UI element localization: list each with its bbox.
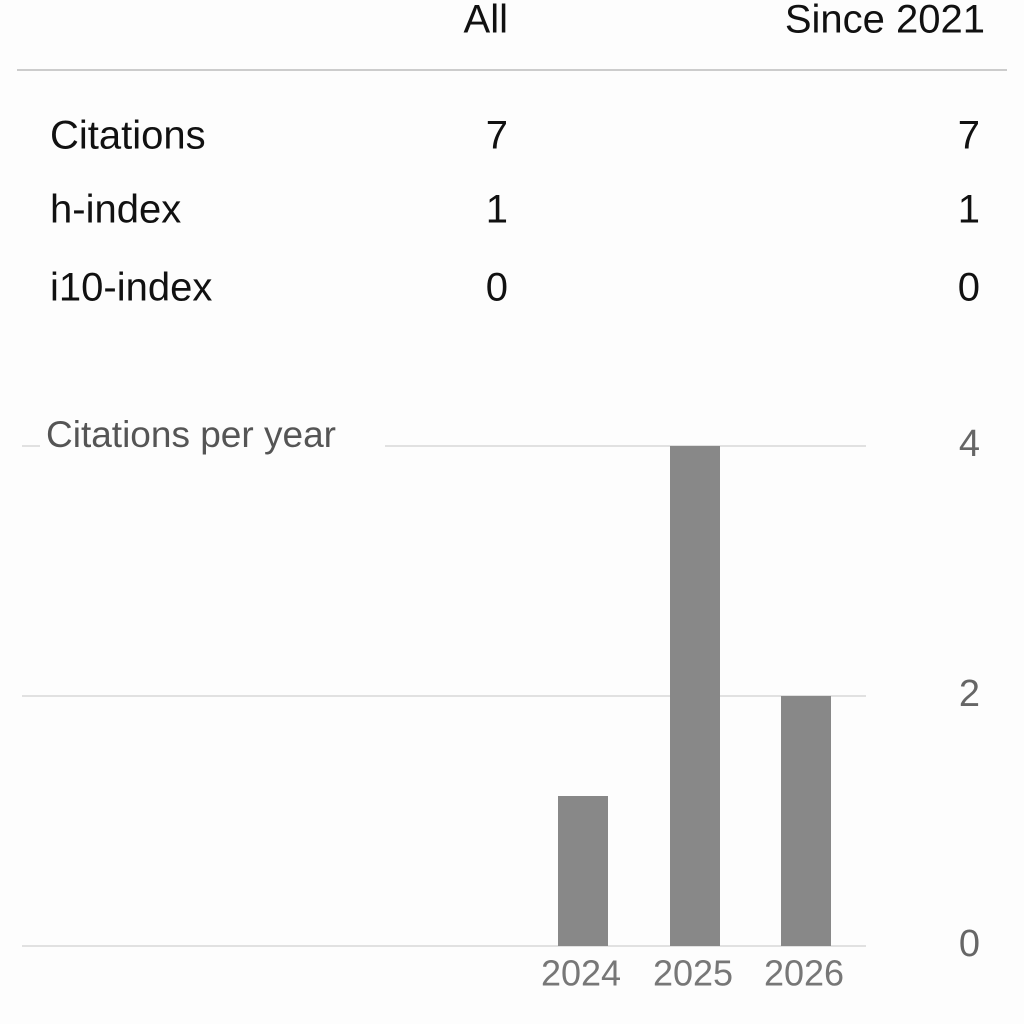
stat-value: 7 (486, 114, 508, 158)
stat-value: 1 (486, 188, 508, 232)
bar (558, 796, 608, 946)
header-all: All (464, 0, 508, 42)
bar (670, 446, 720, 946)
stat-value: 1 (958, 188, 980, 232)
x-tick-label: 2026 (764, 953, 844, 994)
stat-label: i10-index (50, 266, 212, 310)
title-backdrop (40, 420, 385, 472)
x-tick-label: 2024 (541, 953, 621, 994)
x-tick-label: 2025 (653, 953, 733, 994)
header-since: Since 2021 (785, 0, 985, 42)
stat-value: 7 (958, 114, 980, 158)
stat-label: Citations (50, 114, 206, 158)
stat-label: h-index (50, 188, 181, 232)
y-tick-label: 4 (959, 423, 980, 465)
stat-value: 0 (958, 266, 980, 310)
y-tick-label: 0 (959, 923, 980, 965)
bar (781, 696, 831, 946)
stat-value: 0 (486, 266, 508, 310)
y-tick-label: 2 (959, 673, 980, 715)
chart-title: Citations per year (46, 414, 336, 455)
